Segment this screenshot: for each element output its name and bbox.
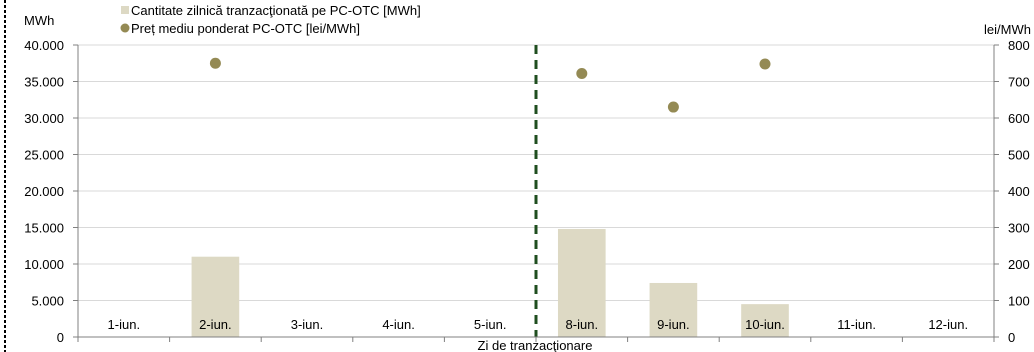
scatter-point	[759, 58, 771, 70]
y-right-tick-label: 500	[1008, 148, 1030, 163]
bar	[741, 304, 789, 337]
scatter-point	[209, 57, 221, 69]
y-left-tick-label: 5.000	[31, 294, 64, 309]
bar	[191, 256, 240, 337]
legend-label-bar: Cantitate zilnică tranzacţionată pe PC-O…	[131, 3, 421, 18]
y-left-tick-label: 15.000	[24, 221, 64, 236]
y-left-tick-label: 10.000	[24, 257, 64, 272]
y-left-tick-label: 35.000	[24, 75, 64, 90]
y-axis-right-ticks: 0 100 200 300 400 500 600 700 800	[994, 38, 1030, 345]
x-tick-label: 11-iun.	[837, 317, 876, 332]
bar	[557, 228, 606, 337]
y-left-tick-label: 40.000	[24, 38, 64, 53]
y-right-tick-label: 300	[1008, 221, 1030, 236]
y-axis-left-ticks: 0 5.000 10.000 15.000 20.000 25.000 30.000 35.0…	[24, 38, 78, 345]
x-axis-label: Zi de tranzacţionare	[478, 338, 593, 352]
x-tick-label: 12-iun.	[928, 317, 968, 332]
y-right-tick-label: 200	[1008, 257, 1030, 272]
legend: Cantitate zilnică tranzacţionată pe PC-O…	[120, 3, 421, 36]
y-right-tick-label: 600	[1008, 111, 1030, 126]
x-tick-label: 9-iun.	[657, 317, 690, 332]
y-left-tick-label: 25.000	[24, 148, 64, 163]
y-right-tick-label: 0	[1008, 330, 1015, 345]
bar-series	[191, 228, 789, 337]
y-left-tick-label: 30.000	[24, 111, 64, 126]
legend-swatch-bar	[121, 6, 129, 14]
x-tick-label: 1-iun.	[108, 317, 141, 332]
y-left-tick-label: 20.000	[24, 184, 64, 199]
gridlines	[78, 44, 994, 301]
y-right-tick-label: 100	[1008, 294, 1030, 309]
legend-swatch-scatter	[120, 23, 130, 33]
scatter-point	[576, 67, 588, 79]
bar	[649, 282, 698, 337]
x-tick-label: 5-iun.	[474, 317, 507, 332]
x-tick-label: 8-iun.	[566, 317, 599, 332]
legend-label-scatter: Preț mediu ponderat PC-OTC [lei/MWh]	[131, 21, 360, 36]
x-tick-label: 3-iun.	[291, 317, 324, 332]
x-tick-label: 4-iun.	[382, 317, 415, 332]
x-tick-label: 10-iun.	[745, 317, 785, 332]
x-axis-ticks: 1-iun. 2-iun. 3-iun. 4-iun. 5-iun. 8-iun. 9-iu…	[77, 317, 995, 342]
y-right-tick-label: 800	[1008, 38, 1030, 53]
y-left-tick-label: 0	[57, 330, 64, 345]
x-tick-label: 2-iun.	[199, 317, 232, 332]
y-right-tick-label: 400	[1008, 184, 1030, 199]
y-axis-right-unit: lei/MWh	[984, 22, 1031, 37]
y-axis-left-unit: MWh	[24, 13, 54, 28]
scatter-point	[667, 101, 679, 113]
y-right-tick-label: 700	[1008, 75, 1030, 90]
scatter-series	[209, 57, 771, 113]
